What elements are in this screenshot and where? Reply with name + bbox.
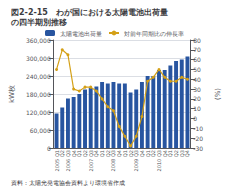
svg-text:(%): (%) xyxy=(214,88,222,100)
svg-text:-30: -30 xyxy=(193,145,203,152)
svg-text:2007 Q3: 2007 Q3 xyxy=(87,150,94,172)
svg-text:0: 0 xyxy=(47,145,51,152)
svg-text:240,000: 240,000 xyxy=(26,73,51,80)
svg-text:300,000: 300,000 xyxy=(26,55,51,62)
svg-text:-20: -20 xyxy=(193,135,203,142)
svg-text:Q2: Q2 xyxy=(59,150,66,158)
svg-text:20: 20 xyxy=(193,95,201,102)
svg-text:Q4: Q4 xyxy=(116,150,123,158)
svg-text:Q4: Q4 xyxy=(93,150,100,158)
svg-text:Q1: Q1 xyxy=(167,150,174,158)
svg-text:2006 Q3: 2006 Q3 xyxy=(64,150,71,172)
svg-text:対前年同期比の伸長率: 対前年同期比の伸長率 xyxy=(124,30,184,37)
svg-text:Q4: Q4 xyxy=(70,150,77,158)
svg-text:図2-2-15 わが国における太陽電池出荷量: 図2-2-15 わが国における太陽電池出荷量 xyxy=(11,8,168,17)
svg-text:80: 80 xyxy=(193,37,201,44)
svg-text:Q1: Q1 xyxy=(99,150,106,158)
svg-text:Q2: Q2 xyxy=(104,150,111,158)
svg-text:70: 70 xyxy=(193,46,201,53)
svg-text:180,000: 180,000 xyxy=(26,91,51,98)
svg-text:40: 40 xyxy=(193,76,201,83)
svg-text:Q2: Q2 xyxy=(150,150,157,158)
svg-text:-10: -10 xyxy=(193,125,203,132)
svg-text:Q4: Q4 xyxy=(161,150,168,158)
svg-text:30: 30 xyxy=(193,86,201,93)
svg-text:2005 Q1: 2005 Q1 xyxy=(53,150,60,172)
svg-text:Q1: Q1 xyxy=(76,150,83,158)
svg-text:Q2: Q2 xyxy=(82,150,88,158)
svg-text:Q1: Q1 xyxy=(121,150,128,158)
svg-text:資料：太陽光発電協会資料より環境省作成: 資料：太陽光発電協会資料より環境省作成 xyxy=(11,179,125,187)
svg-text:50: 50 xyxy=(193,66,201,73)
svg-text:Q3: Q3 xyxy=(178,150,185,158)
svg-text:Q4: Q4 xyxy=(184,150,190,157)
svg-text:120,000: 120,000 xyxy=(26,109,51,116)
svg-text:Q2: Q2 xyxy=(127,150,134,158)
svg-text:360,000: 360,000 xyxy=(26,37,51,44)
svg-text:kW枚: kW枚 xyxy=(8,85,16,103)
svg-text:10: 10 xyxy=(193,105,201,112)
svg-text:2009 Q3: 2009 Q3 xyxy=(133,150,140,172)
svg-text:2010 Q3: 2010 Q3 xyxy=(156,150,162,172)
svg-text:太陽電池出荷量: 太陽電池出荷量 xyxy=(60,30,102,37)
svg-text:Q1: Q1 xyxy=(144,150,151,158)
svg-text:60,000: 60,000 xyxy=(30,127,51,134)
svg-text:60: 60 xyxy=(193,56,201,63)
svg-text:Q4: Q4 xyxy=(138,150,145,158)
svg-text:の四半期別推移: の四半期別推移 xyxy=(11,18,67,27)
svg-text:0: 0 xyxy=(193,115,197,122)
svg-text:2008 Q3: 2008 Q3 xyxy=(110,150,117,172)
svg-text:Q2: Q2 xyxy=(173,150,180,158)
